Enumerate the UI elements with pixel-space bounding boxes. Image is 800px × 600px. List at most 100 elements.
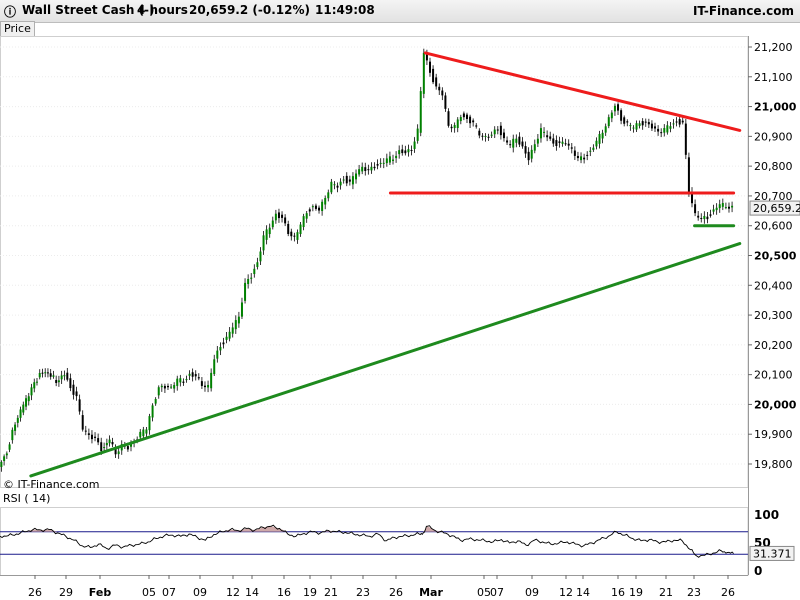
candle-body <box>450 126 453 129</box>
candle-body <box>428 61 431 73</box>
copyright-label: © IT-Finance.com <box>3 478 100 491</box>
candle-body <box>647 122 650 125</box>
candle-body <box>182 381 185 383</box>
x-tick-label: 19 <box>303 586 317 599</box>
candle-body <box>176 378 179 386</box>
candle-body <box>117 451 120 455</box>
candle-body <box>521 141 524 147</box>
last-price-box <box>749 200 800 216</box>
x-tick-label: 05 <box>477 586 491 599</box>
rsi-tick-label: 0 <box>754 564 762 578</box>
candle-body <box>200 381 203 386</box>
candle-body <box>623 117 626 124</box>
timeframe-label: 4 hours <box>137 3 188 17</box>
x-tick-label: 07 <box>490 586 504 599</box>
candle-body <box>447 111 450 126</box>
candle-body <box>355 173 358 180</box>
candle-body <box>163 385 166 389</box>
rsi-overbought-fill <box>0 526 734 532</box>
candle-body <box>256 262 259 268</box>
info-icon[interactable]: ⓘ <box>4 5 17 19</box>
candle-body <box>663 128 666 133</box>
candle-body <box>555 140 558 146</box>
candle-body <box>41 372 44 374</box>
price-tick-label: 20,300 <box>754 309 793 322</box>
candle-body <box>626 121 629 123</box>
candle-body <box>63 375 66 377</box>
candle-body <box>681 120 684 123</box>
rsi-panel-label: RSI ( 14) <box>0 492 54 506</box>
candle-body <box>610 112 613 119</box>
candle-body <box>94 436 97 438</box>
candle-body <box>66 372 69 380</box>
candle-body <box>472 120 475 123</box>
candle-body <box>724 207 727 209</box>
brand-label: IT-Finance.com <box>692 4 794 18</box>
candle-body <box>629 125 632 127</box>
trend-line <box>29 242 742 478</box>
candle-body <box>277 212 280 219</box>
x-tick-label: 21 <box>324 586 338 599</box>
candle-body <box>351 176 354 185</box>
candle-body <box>27 396 30 402</box>
candle-body <box>617 104 620 111</box>
candle-body <box>373 166 376 169</box>
candle-body <box>302 216 305 228</box>
x-tick-label: 16 <box>611 586 625 599</box>
candle-body <box>435 77 438 87</box>
instrument-title: Wall Street Cash (-) <box>22 3 155 17</box>
candle-body <box>210 372 213 389</box>
candle-body <box>660 132 663 134</box>
candle-body <box>364 167 367 171</box>
candle-body <box>678 119 681 125</box>
candle-body <box>493 129 496 135</box>
candle-body <box>5 453 8 456</box>
candle-body <box>72 384 75 395</box>
candle-body <box>160 385 163 388</box>
candle-body <box>3 456 6 462</box>
candle-body <box>250 277 253 279</box>
candle-body <box>499 125 502 136</box>
candle-body <box>87 433 90 435</box>
candle-body <box>601 132 604 139</box>
candle-body <box>564 143 567 145</box>
price-tick-label: 20,400 <box>754 279 793 292</box>
candle-body <box>697 215 700 218</box>
x-tick-label: 21 <box>659 586 673 599</box>
candle-body <box>30 387 33 396</box>
candle-body <box>225 336 228 340</box>
candle-body <box>345 175 348 184</box>
candle-body <box>52 375 55 377</box>
candle-body <box>75 391 78 397</box>
candle-body <box>438 86 441 91</box>
candle-body <box>97 438 100 443</box>
price-tick-label: 20,800 <box>754 160 793 173</box>
candle-body <box>598 134 601 144</box>
candle-body <box>35 381 38 383</box>
rsi-plot-frame <box>0 507 749 576</box>
candle-body <box>592 147 595 150</box>
candle-body <box>422 52 425 94</box>
candle-body <box>395 155 398 159</box>
candle-body <box>456 119 459 129</box>
candle-body <box>259 251 262 262</box>
candle-body <box>145 429 148 434</box>
x-tick-label: 05 <box>142 586 156 599</box>
candle-body <box>170 386 173 388</box>
candle-body <box>157 387 160 396</box>
candle-body <box>287 223 290 234</box>
candle-body <box>512 138 515 148</box>
candle-body <box>207 384 210 388</box>
candle-body <box>561 141 564 144</box>
candle-body <box>219 346 222 351</box>
candle-body <box>509 144 512 146</box>
candle-body <box>244 282 247 301</box>
candle-body <box>139 431 142 438</box>
candle-body <box>179 378 182 383</box>
candle-body <box>348 179 351 182</box>
candle-body <box>413 141 416 149</box>
x-tick-label: 09 <box>193 586 207 599</box>
candle-body <box>604 126 607 133</box>
candle-body <box>552 138 555 144</box>
